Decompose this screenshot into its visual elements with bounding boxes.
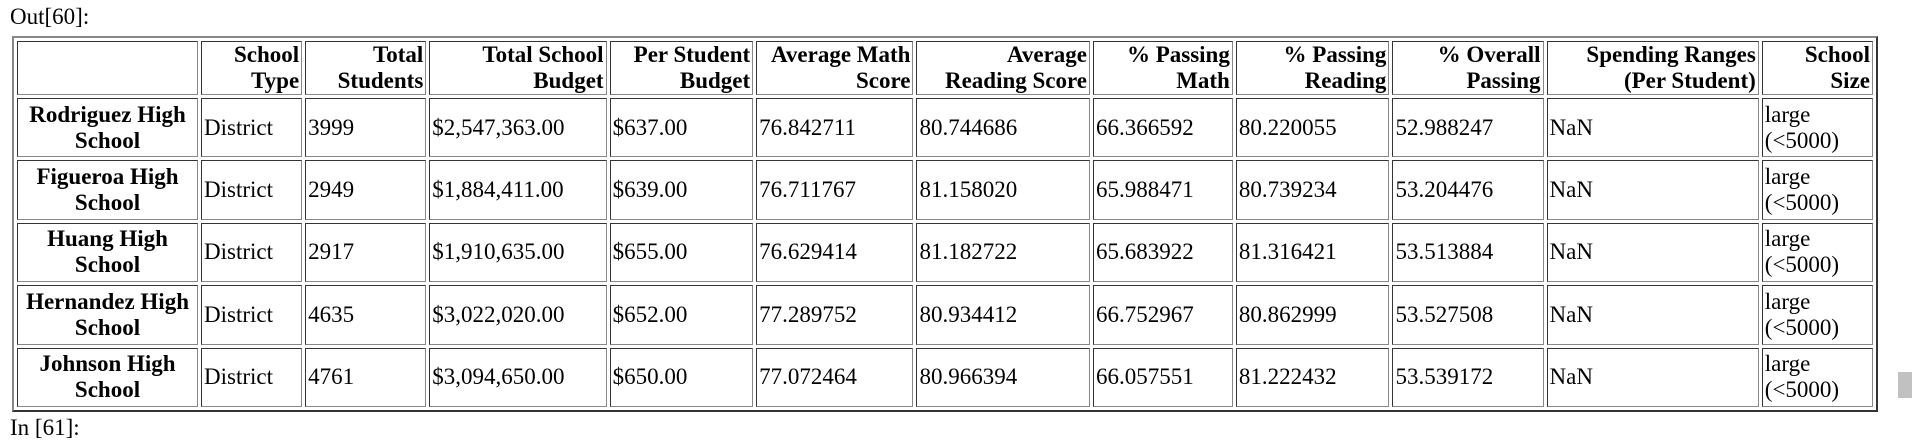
table-cell: 66.366592: [1093, 98, 1233, 158]
row-index-cell: Huang High School: [17, 222, 199, 283]
table-cell: 3999: [305, 98, 427, 158]
table-cell: 53.527508: [1392, 285, 1544, 345]
table-cell: $3,022,020.00: [429, 285, 607, 345]
output-prompt-label: Out[60]:: [10, 4, 90, 29]
table-row: Rodriguez High School District 3999 $2,5…: [17, 98, 1873, 158]
dataframe-output: School Type Total Students Total School …: [12, 36, 1878, 412]
table-cell: $1,910,635.00: [429, 222, 607, 283]
index-header-cell: [17, 41, 199, 95]
table-cell: District: [201, 160, 303, 220]
table-cell: 53.204476: [1392, 160, 1544, 220]
table-cell: 76.629414: [756, 222, 914, 283]
row-index-cell: Johnson High School: [17, 347, 199, 407]
column-header: Total School Budget: [429, 41, 607, 95]
table-cell: District: [201, 222, 303, 283]
table-cell: $2,547,363.00: [429, 98, 607, 158]
row-index-cell: Hernandez High School: [17, 285, 199, 345]
table-cell: NaN: [1546, 160, 1759, 220]
table-cell: 53.539172: [1392, 347, 1544, 407]
table-row: Johnson High School District 4761 $3,094…: [17, 347, 1873, 407]
column-header: School Type: [201, 41, 303, 95]
row-index-cell: Rodriguez High School: [17, 98, 199, 158]
table-cell: large (<5000): [1761, 285, 1873, 345]
table-cell: 4761: [305, 347, 427, 407]
table-header-row: School Type Total Students Total School …: [17, 41, 1873, 95]
table-cell: 76.711767: [756, 160, 914, 220]
table-cell: large (<5000): [1761, 98, 1873, 158]
table-cell: 80.934412: [916, 285, 1091, 345]
table-cell: NaN: [1546, 285, 1759, 345]
column-header: Total Students: [305, 41, 427, 95]
table-cell: 2949: [305, 160, 427, 220]
table-cell: $639.00: [609, 160, 754, 220]
table-cell: 66.752967: [1093, 285, 1233, 345]
table-cell: $637.00: [609, 98, 754, 158]
table-cell: NaN: [1546, 98, 1759, 158]
column-header: % Passing Reading: [1235, 41, 1390, 95]
table-cell: 66.057551: [1093, 347, 1233, 407]
scrollbar-thumb[interactable]: [1898, 372, 1912, 398]
table-cell: 81.158020: [916, 160, 1091, 220]
table-row: Hernandez High School District 4635 $3,0…: [17, 285, 1873, 345]
table-cell: 65.683922: [1093, 222, 1233, 283]
table-cell: 77.072464: [756, 347, 914, 407]
dataframe-table: School Type Total Students Total School …: [12, 36, 1878, 412]
table-cell: $3,094,650.00: [429, 347, 607, 407]
table-cell: NaN: [1546, 222, 1759, 283]
column-header: Average Reading Score: [916, 41, 1091, 95]
row-index-cell: Figueroa High School: [17, 160, 199, 220]
table-cell: 80.966394: [916, 347, 1091, 407]
table-cell: 77.289752: [756, 285, 914, 345]
table-cell: 4635: [305, 285, 427, 345]
column-header: Average Math Score: [756, 41, 914, 95]
table-cell: $652.00: [609, 285, 754, 345]
table-cell: NaN: [1546, 347, 1759, 407]
table-cell: $650.00: [609, 347, 754, 407]
table-cell: 81.316421: [1235, 222, 1390, 283]
table-cell: 52.988247: [1392, 98, 1544, 158]
table-cell: 80.220055: [1235, 98, 1390, 158]
table-cell: $1,884,411.00: [429, 160, 607, 220]
table-cell: large (<5000): [1761, 347, 1873, 407]
column-header: % Overall Passing: [1392, 41, 1544, 95]
table-cell: 53.513884: [1392, 222, 1544, 283]
table-cell: District: [201, 347, 303, 407]
table-cell: 65.988471: [1093, 160, 1233, 220]
table-cell: District: [201, 285, 303, 345]
column-header: School Size: [1761, 41, 1873, 95]
table-cell: large (<5000): [1761, 222, 1873, 283]
table-cell: 76.842711: [756, 98, 914, 158]
table-cell: 80.739234: [1235, 160, 1390, 220]
table-row: Figueroa High School District 2949 $1,88…: [17, 160, 1873, 220]
column-header: Per Student Budget: [609, 41, 754, 95]
table-cell: large (<5000): [1761, 160, 1873, 220]
table-cell: $655.00: [609, 222, 754, 283]
table-cell: 81.222432: [1235, 347, 1390, 407]
table-cell: 80.744686: [916, 98, 1091, 158]
table-cell: District: [201, 98, 303, 158]
table-row: Huang High School District 2917 $1,910,6…: [17, 222, 1873, 283]
input-prompt-label: In [61]:: [10, 415, 80, 440]
column-header: % Passing Math: [1093, 41, 1233, 95]
table-cell: 80.862999: [1235, 285, 1390, 345]
table-cell: 2917: [305, 222, 427, 283]
table-cell: 81.182722: [916, 222, 1091, 283]
column-header: Spending Ranges (Per Student): [1546, 41, 1759, 95]
